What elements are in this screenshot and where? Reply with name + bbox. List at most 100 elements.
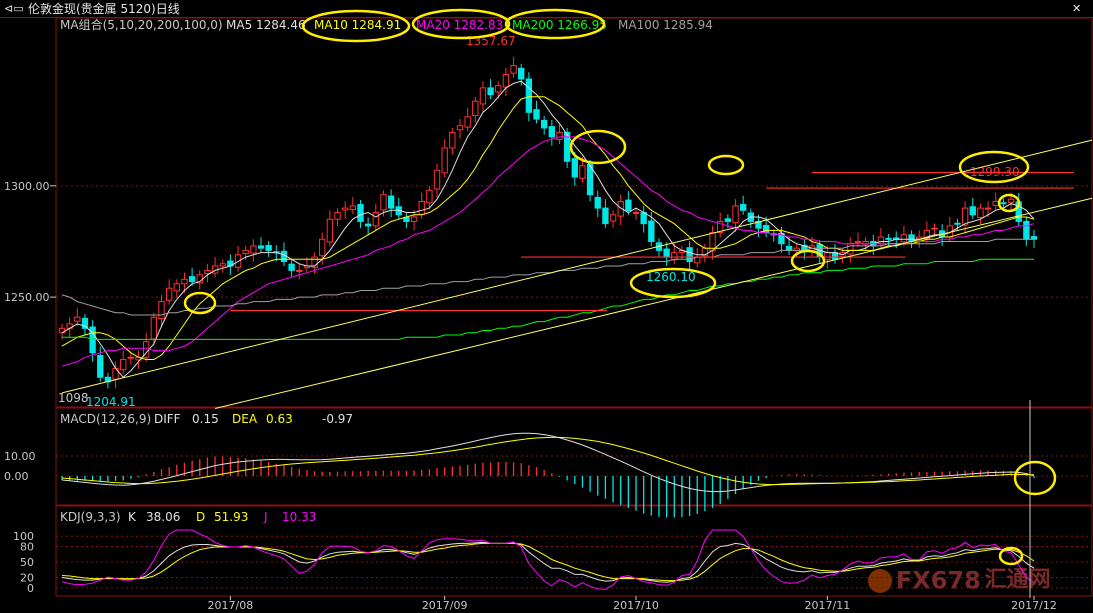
candle-down [1000,202,1007,205]
ma20-label: MA20 1282.83 [416,18,504,32]
kdj-legend-name: KDJ(9,3,3) [60,510,121,524]
candle-down [188,276,196,283]
candle-down [908,234,915,242]
candle-down [602,207,609,225]
bottom-left-annotation: 1098 [58,391,89,405]
x-tick-label: 2017/10 [613,599,659,612]
macd-dea-value: 0.63 [266,412,293,426]
candle-up [992,200,999,206]
candle-up [296,269,303,272]
candle-up [204,269,211,275]
kdj-tick-label: 80 [20,541,34,554]
macd-value: -0.97 [322,412,354,426]
kdj-tick-label: 100 [13,530,34,543]
close-icon[interactable]: ✕ [1072,2,1082,15]
macd-tick-label: 10.00 [4,450,36,463]
candle-up [426,189,433,204]
candle-up [349,205,357,210]
highlight-circle [998,546,1024,566]
highlight-circle [707,154,745,176]
kdj-k-value: 38.06 [146,510,181,524]
candle-down [762,224,770,234]
low-mid-annotation: 1260.10 [646,270,696,284]
x-tick-label: 2017/08 [208,599,254,612]
candle-up [319,238,326,257]
candle-up [326,218,334,243]
highlight-circle [301,9,411,43]
candle-up [410,216,418,222]
price-tick-label: 1250.00 [4,291,50,304]
candle-up [74,316,81,322]
chart-back-icon[interactable]: ⊲▭ [4,2,24,15]
ma5-label: MA5 1284.46 [226,18,306,32]
candle-down [525,78,533,113]
candle-up [579,165,586,179]
candle-up [671,252,678,261]
candle-down [969,206,976,216]
candle-up [854,240,862,243]
candle-down [586,163,594,196]
highlight-circle [790,249,826,273]
candle-up [556,131,563,141]
candle-up [847,243,854,255]
candle-up [1007,198,1015,203]
watermark-text: FX678 [895,566,981,595]
candle-up [732,205,739,224]
x-tick-label: 2017/12 [1011,599,1057,612]
candle-up [342,207,349,211]
candle-down [265,244,272,251]
candle-up [923,229,931,239]
candle-up [311,256,318,268]
highlight-circle [997,193,1021,213]
highlight-circle [958,150,1030,184]
candle-up [824,252,831,261]
trendline [214,197,1093,409]
candle-up [617,200,624,217]
candle-up [449,131,456,149]
trendline [61,139,1093,394]
x-tick-label: 2017/09 [422,599,468,612]
x-tick-label: 2017/11 [805,599,851,612]
kdj-tick-label: 20 [20,572,34,585]
candle-up [173,283,180,292]
watermark-logo-icon [868,568,892,593]
candle-down [487,87,494,96]
macd-legend-name: MACD(12,26,9) [60,412,152,426]
candle-down [364,223,372,227]
candle-down [357,204,364,222]
candle-up [242,249,249,255]
highlight-circle [629,267,717,299]
kdj-j-value: 10.33 [282,510,317,524]
window-title: 伦敦金现(贵金属 5120)日线 [28,2,180,16]
line-ma200 [62,258,1034,340]
candle-down [640,212,647,225]
line-ma20 [61,136,1035,367]
candle-up [433,169,441,190]
kdj-j-label: J [264,510,268,524]
macd-legend: MACD(12,26,9) [60,412,151,426]
candle-up [931,227,938,230]
line-diff [61,432,1035,493]
kdj-tick-label: 50 [20,556,34,569]
candle-down [288,263,295,271]
highlight-circle [411,8,511,40]
candle-up [717,220,724,234]
candle-up [456,125,464,131]
candle-up [219,263,226,267]
candle-up [984,207,992,210]
candle-down [1023,220,1030,240]
ma200-label: MA200 1266.95 [512,18,607,32]
line-dea [61,436,1035,486]
candle-up [609,214,617,222]
kdj-d-label: D [196,510,206,524]
candle-down [885,237,892,240]
candle-up [418,200,425,215]
ma-legend-name: MA组合(5,10,20,200,100,0) [60,18,223,32]
macd-diff-label: DIFF [154,412,181,426]
line-d [61,542,1035,582]
price-tick-label: 1300.00 [4,180,50,193]
macd-diff-value: 0.15 [192,412,219,426]
highlight-circle [504,8,606,40]
candle-up [464,116,471,128]
